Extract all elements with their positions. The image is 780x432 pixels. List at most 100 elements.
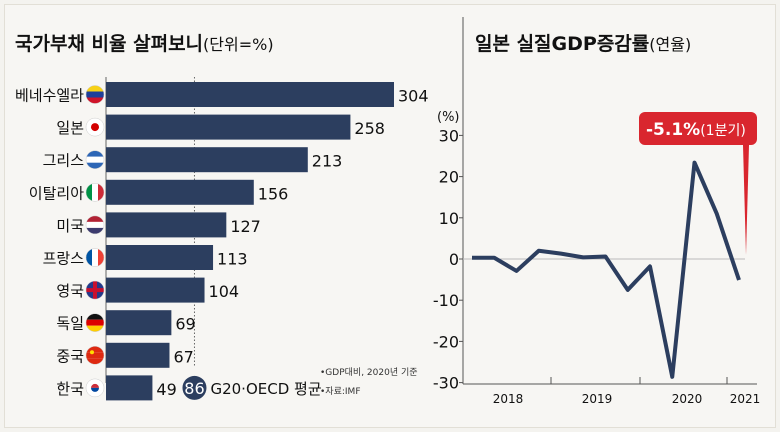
- flag-stripe: [86, 215, 104, 222]
- y-tick-label: -20: [433, 332, 459, 351]
- bar-6: [106, 277, 205, 303]
- x-year-label: 2019: [582, 392, 613, 406]
- flag-body: [86, 215, 104, 234]
- x-year-label: 2021: [730, 392, 761, 406]
- france-flag-icon: [85, 248, 105, 267]
- reference-value: 86: [184, 379, 204, 398]
- usa-flag-icon: [85, 215, 105, 235]
- flag-stripe: [86, 248, 92, 267]
- y-tick-label: 0: [449, 250, 459, 269]
- bar-8: [106, 342, 170, 368]
- value-label: 104: [209, 282, 240, 301]
- flag-outline: [85, 346, 105, 365]
- flag-outline: [85, 378, 105, 398]
- flag-stripe: [86, 346, 104, 353]
- value-label: 156: [258, 184, 289, 203]
- flag-stripe: [98, 248, 104, 267]
- flag-body: [86, 150, 104, 169]
- flag-outline: [85, 313, 105, 332]
- flag-sun: [91, 123, 99, 132]
- bar-4: [106, 212, 227, 238]
- value-label: 67: [173, 347, 193, 366]
- uk-flag-icon: [85, 280, 105, 300]
- gdp-line: [472, 160, 741, 379]
- category-label: 일본: [56, 119, 84, 137]
- greece-flag-icon: [85, 150, 105, 169]
- flag-stripe: [86, 378, 104, 385]
- annotation-box: [639, 112, 757, 145]
- category-label: 미국: [56, 217, 84, 235]
- flag-stripe: [86, 183, 92, 202]
- y-tick-label: 10: [439, 209, 459, 228]
- category-label: 이탈리아: [29, 184, 84, 202]
- flag-stripe: [92, 248, 98, 267]
- y-tick-label: 20: [439, 168, 459, 187]
- category-label: 한국: [56, 380, 84, 398]
- flag-stripe: [86, 358, 104, 365]
- value-label: 304: [398, 87, 429, 106]
- flag-body: [86, 85, 104, 104]
- flag-stripe: [86, 118, 104, 125]
- flag-stripe: [86, 162, 104, 169]
- flag-stripe: [86, 91, 104, 98]
- italy-flag-icon: [85, 183, 105, 202]
- reference-label: G20·OECD 평균: [210, 380, 321, 398]
- flag-taeguk-blue: [91, 387, 99, 392]
- bar-1: [106, 114, 351, 140]
- flag-body: [86, 281, 104, 300]
- flag-taeguk-red: [91, 383, 99, 388]
- flag-outline: [85, 85, 105, 104]
- annotation-pointer: [743, 145, 749, 255]
- bar-0: [106, 82, 394, 107]
- value-label: 49: [156, 380, 176, 399]
- reference-badge: [182, 375, 207, 400]
- bar-7: [106, 310, 172, 336]
- flag-body: [86, 248, 104, 267]
- category-label: 프랑스: [43, 250, 85, 268]
- bar-2: [106, 147, 308, 173]
- x-year-label: 2018: [493, 392, 524, 406]
- value-label: 113: [217, 250, 248, 269]
- flag-outline: [85, 150, 105, 169]
- bar-9: [106, 375, 153, 401]
- flag-star: [90, 350, 94, 355]
- flag-outline: [85, 183, 105, 202]
- flag-body: [86, 313, 104, 332]
- line-chart-title-suffix: (연율): [649, 35, 691, 54]
- flag-stripe: [86, 97, 104, 104]
- value-label: 69: [175, 315, 195, 334]
- line-chart-title: 일본 실질GDP증감률(연율): [475, 33, 691, 55]
- y-tick-label: -10: [433, 291, 459, 310]
- flag-stripe: [98, 183, 104, 202]
- flag-stripe: [86, 319, 104, 326]
- value-label: 258: [354, 119, 385, 138]
- category-label: 중국: [56, 347, 84, 365]
- unit-note: (단위=%): [203, 35, 274, 54]
- flag-body: [86, 118, 104, 137]
- flag-stripe: [86, 221, 104, 228]
- y-axis-label: (%): [437, 110, 460, 125]
- china-flag-icon: [85, 346, 105, 365]
- flag-stripe: [86, 390, 104, 397]
- flag-stripe: [86, 150, 104, 157]
- category-label: 베네수엘라: [15, 87, 84, 105]
- flag-stripe: [86, 352, 104, 359]
- flag-outline: [85, 280, 105, 300]
- note: •GDP대비, 2020년 기준: [320, 367, 418, 378]
- annotation-value: -5.1%: [646, 120, 700, 140]
- bar-3: [106, 179, 254, 205]
- korea-flag-icon: [85, 378, 105, 398]
- flag-stripe: [86, 325, 104, 332]
- charts-canvas: 국가부채 비율 살펴보니(단위=%) 일본 실질GDP증감률(연율) 베네수엘라…: [15, 17, 761, 406]
- flag-outline: [85, 215, 105, 235]
- japan-flag-icon: [85, 117, 105, 137]
- y-tick-label: 30: [439, 126, 459, 145]
- bar-chart-title: 국가부채 비율 살펴보니(단위=%): [15, 33, 274, 55]
- annotation-suffix: (1분기): [700, 123, 746, 139]
- annotation-label: -5.1%(1분기): [646, 120, 746, 140]
- category-label: 독일: [56, 315, 84, 333]
- flag-outline: [85, 248, 105, 267]
- y-tick-label: -30: [433, 374, 459, 393]
- infographic: 국가부채 비율 살펴보니(단위=%) 일본 실질GDP증감률(연율) 베네수엘라…: [4, 4, 776, 428]
- flag-stripe: [92, 183, 98, 202]
